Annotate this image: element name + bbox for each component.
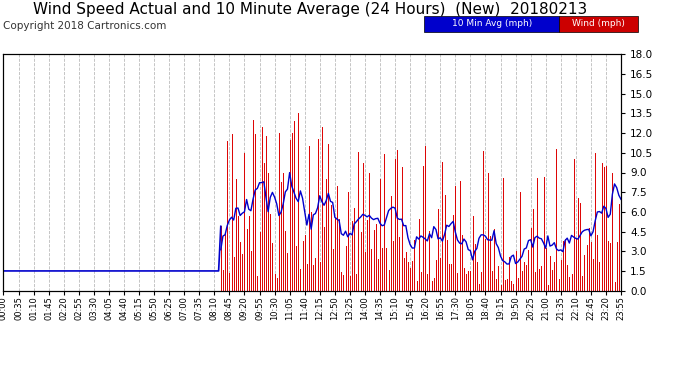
Text: 10 Min Avg (mph): 10 Min Avg (mph) [451,19,532,28]
Text: Copyright 2018 Cartronics.com: Copyright 2018 Cartronics.com [3,21,167,31]
Text: Wind (mph): Wind (mph) [572,19,625,28]
Text: Wind Speed Actual and 10 Minute Average (24 Hours)  (New)  20180213: Wind Speed Actual and 10 Minute Average … [33,2,588,17]
